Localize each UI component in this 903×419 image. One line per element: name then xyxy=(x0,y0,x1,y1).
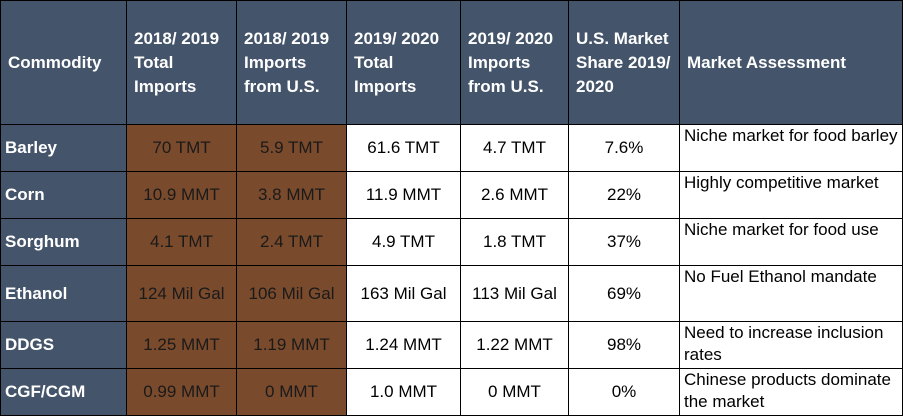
market-share-cell: 37% xyxy=(568,218,680,266)
table-row: Sorghum 4.1 TMT 2.4 TMT 4.9 TMT 1.8 TMT … xyxy=(0,218,903,266)
us-imports-2019-2020-cell: 1.8 TMT xyxy=(460,218,569,266)
us-imports-2019-2020-cell: 4.7 TMT xyxy=(460,124,569,172)
header-us-imports-2018-2019: 2018/ 2019 Imports from U.S. xyxy=(236,0,347,125)
commodity-cell: DDGS xyxy=(0,321,127,369)
total-imports-2018-2019-cell: 0.99 MMT xyxy=(126,368,237,416)
commodity-cell: Sorghum xyxy=(0,218,127,266)
header-total-imports-2019-2020: 2019/ 2020 Total Imports xyxy=(346,0,461,125)
us-imports-2018-2019-cell: 0 MMT xyxy=(236,368,347,416)
us-imports-2018-2019-cell: 3.8 MMT xyxy=(236,171,347,219)
table-row: DDGS 1.25 MMT 1.19 MMT 1.24 MMT 1.22 MMT… xyxy=(0,321,903,369)
table-row: CGF/CGM 0.99 MMT 0 MMT 1.0 MMT 0 MMT 0% … xyxy=(0,368,903,416)
header-us-market-share: U.S. Market Share 2019/ 2020 xyxy=(568,0,680,125)
market-share-cell: 0% xyxy=(568,368,680,416)
total-imports-2018-2019-cell: 4.1 TMT xyxy=(126,218,237,266)
market-assessment-cell: No Fuel Ethanol mandate xyxy=(679,265,903,322)
us-imports-2019-2020-cell: 1.22 MMT xyxy=(460,321,569,369)
total-imports-2019-2020-cell: 4.9 TMT xyxy=(346,218,461,266)
header-row: Commodity 2018/ 2019 Total Imports 2018/… xyxy=(0,0,903,125)
commodity-cell: Corn xyxy=(0,171,127,219)
market-assessment-cell: Niche market for food use xyxy=(679,218,903,266)
commodity-cell: Ethanol xyxy=(0,265,127,322)
us-imports-2018-2019-cell: 5.9 TMT xyxy=(236,124,347,172)
total-imports-2018-2019-cell: 70 TMT xyxy=(126,124,237,172)
total-imports-2018-2019-cell: 124 Mil Gal xyxy=(126,265,237,322)
total-imports-2019-2020-cell: 1.24 MMT xyxy=(346,321,461,369)
header-market-assessment: Market Assessment xyxy=(679,0,903,125)
us-imports-2019-2020-cell: 0 MMT xyxy=(460,368,569,416)
commodity-cell: CGF/CGM xyxy=(0,368,127,416)
header-total-imports-2018-2019: 2018/ 2019 Total Imports xyxy=(126,0,237,125)
us-imports-2018-2019-cell: 106 Mil Gal xyxy=(236,265,347,322)
total-imports-2019-2020-cell: 11.9 MMT xyxy=(346,171,461,219)
us-imports-2018-2019-cell: 2.4 TMT xyxy=(236,218,347,266)
table-row: Ethanol 124 Mil Gal 106 Mil Gal 163 Mil … xyxy=(0,265,903,322)
commodity-cell: Barley xyxy=(0,124,127,172)
us-imports-2019-2020-cell: 113 Mil Gal xyxy=(460,265,569,322)
market-share-cell: 69% xyxy=(568,265,680,322)
market-assessment-cell: Chinese products dominate the market xyxy=(679,368,903,416)
total-imports-2019-2020-cell: 61.6 TMT xyxy=(346,124,461,172)
total-imports-2019-2020-cell: 163 Mil Gal xyxy=(346,265,461,322)
total-imports-2018-2019-cell: 1.25 MMT xyxy=(126,321,237,369)
us-imports-2019-2020-cell: 2.6 MMT xyxy=(460,171,569,219)
market-assessment-cell: Niche market for food barley xyxy=(679,124,903,172)
total-imports-2018-2019-cell: 10.9 MMT xyxy=(126,171,237,219)
table-row: Corn 10.9 MMT 3.8 MMT 11.9 MMT 2.6 MMT 2… xyxy=(0,171,903,219)
us-imports-2018-2019-cell: 1.19 MMT xyxy=(236,321,347,369)
market-share-cell: 7.6% xyxy=(568,124,680,172)
market-share-cell: 22% xyxy=(568,171,680,219)
market-share-cell: 98% xyxy=(568,321,680,369)
total-imports-2019-2020-cell: 1.0 MMT xyxy=(346,368,461,416)
header-commodity: Commodity xyxy=(0,0,127,125)
header-us-imports-2019-2020: 2019/ 2020 Imports from U.S. xyxy=(460,0,569,125)
market-assessment-cell: Highly competitive market xyxy=(679,171,903,219)
table-row: Barley 70 TMT 5.9 TMT 61.6 TMT 4.7 TMT 7… xyxy=(0,124,903,172)
market-assessment-cell: Need to increase inclusion rates xyxy=(679,321,903,369)
